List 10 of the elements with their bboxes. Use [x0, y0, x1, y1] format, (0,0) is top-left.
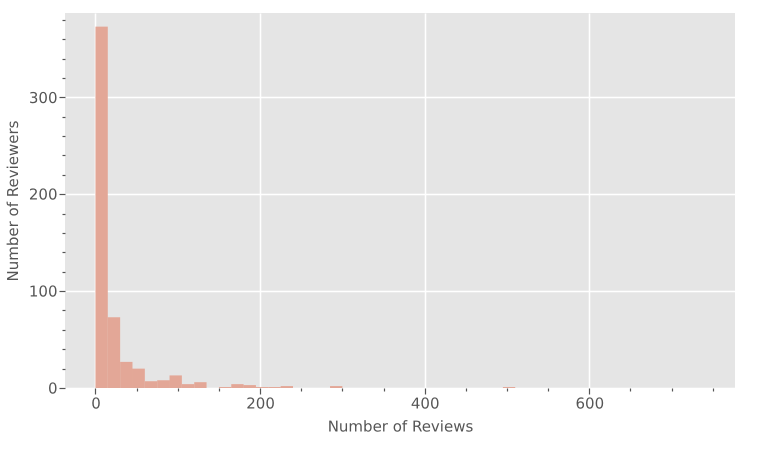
x-tick-label: 0	[91, 394, 101, 412]
y-tick-label: 0	[48, 380, 58, 398]
x-axis-title: Number of Reviews	[328, 418, 474, 436]
y-tick-label: 300	[28, 88, 58, 107]
x-tick-label: 200	[246, 394, 275, 412]
x-tick-label: 600	[575, 394, 604, 412]
y-tick-label: 100	[28, 282, 58, 301]
y-tick-label: 200	[28, 186, 58, 204]
y-axis-title: Number of Reviewers	[4, 120, 22, 282]
x-tick-label: 400	[410, 394, 440, 412]
